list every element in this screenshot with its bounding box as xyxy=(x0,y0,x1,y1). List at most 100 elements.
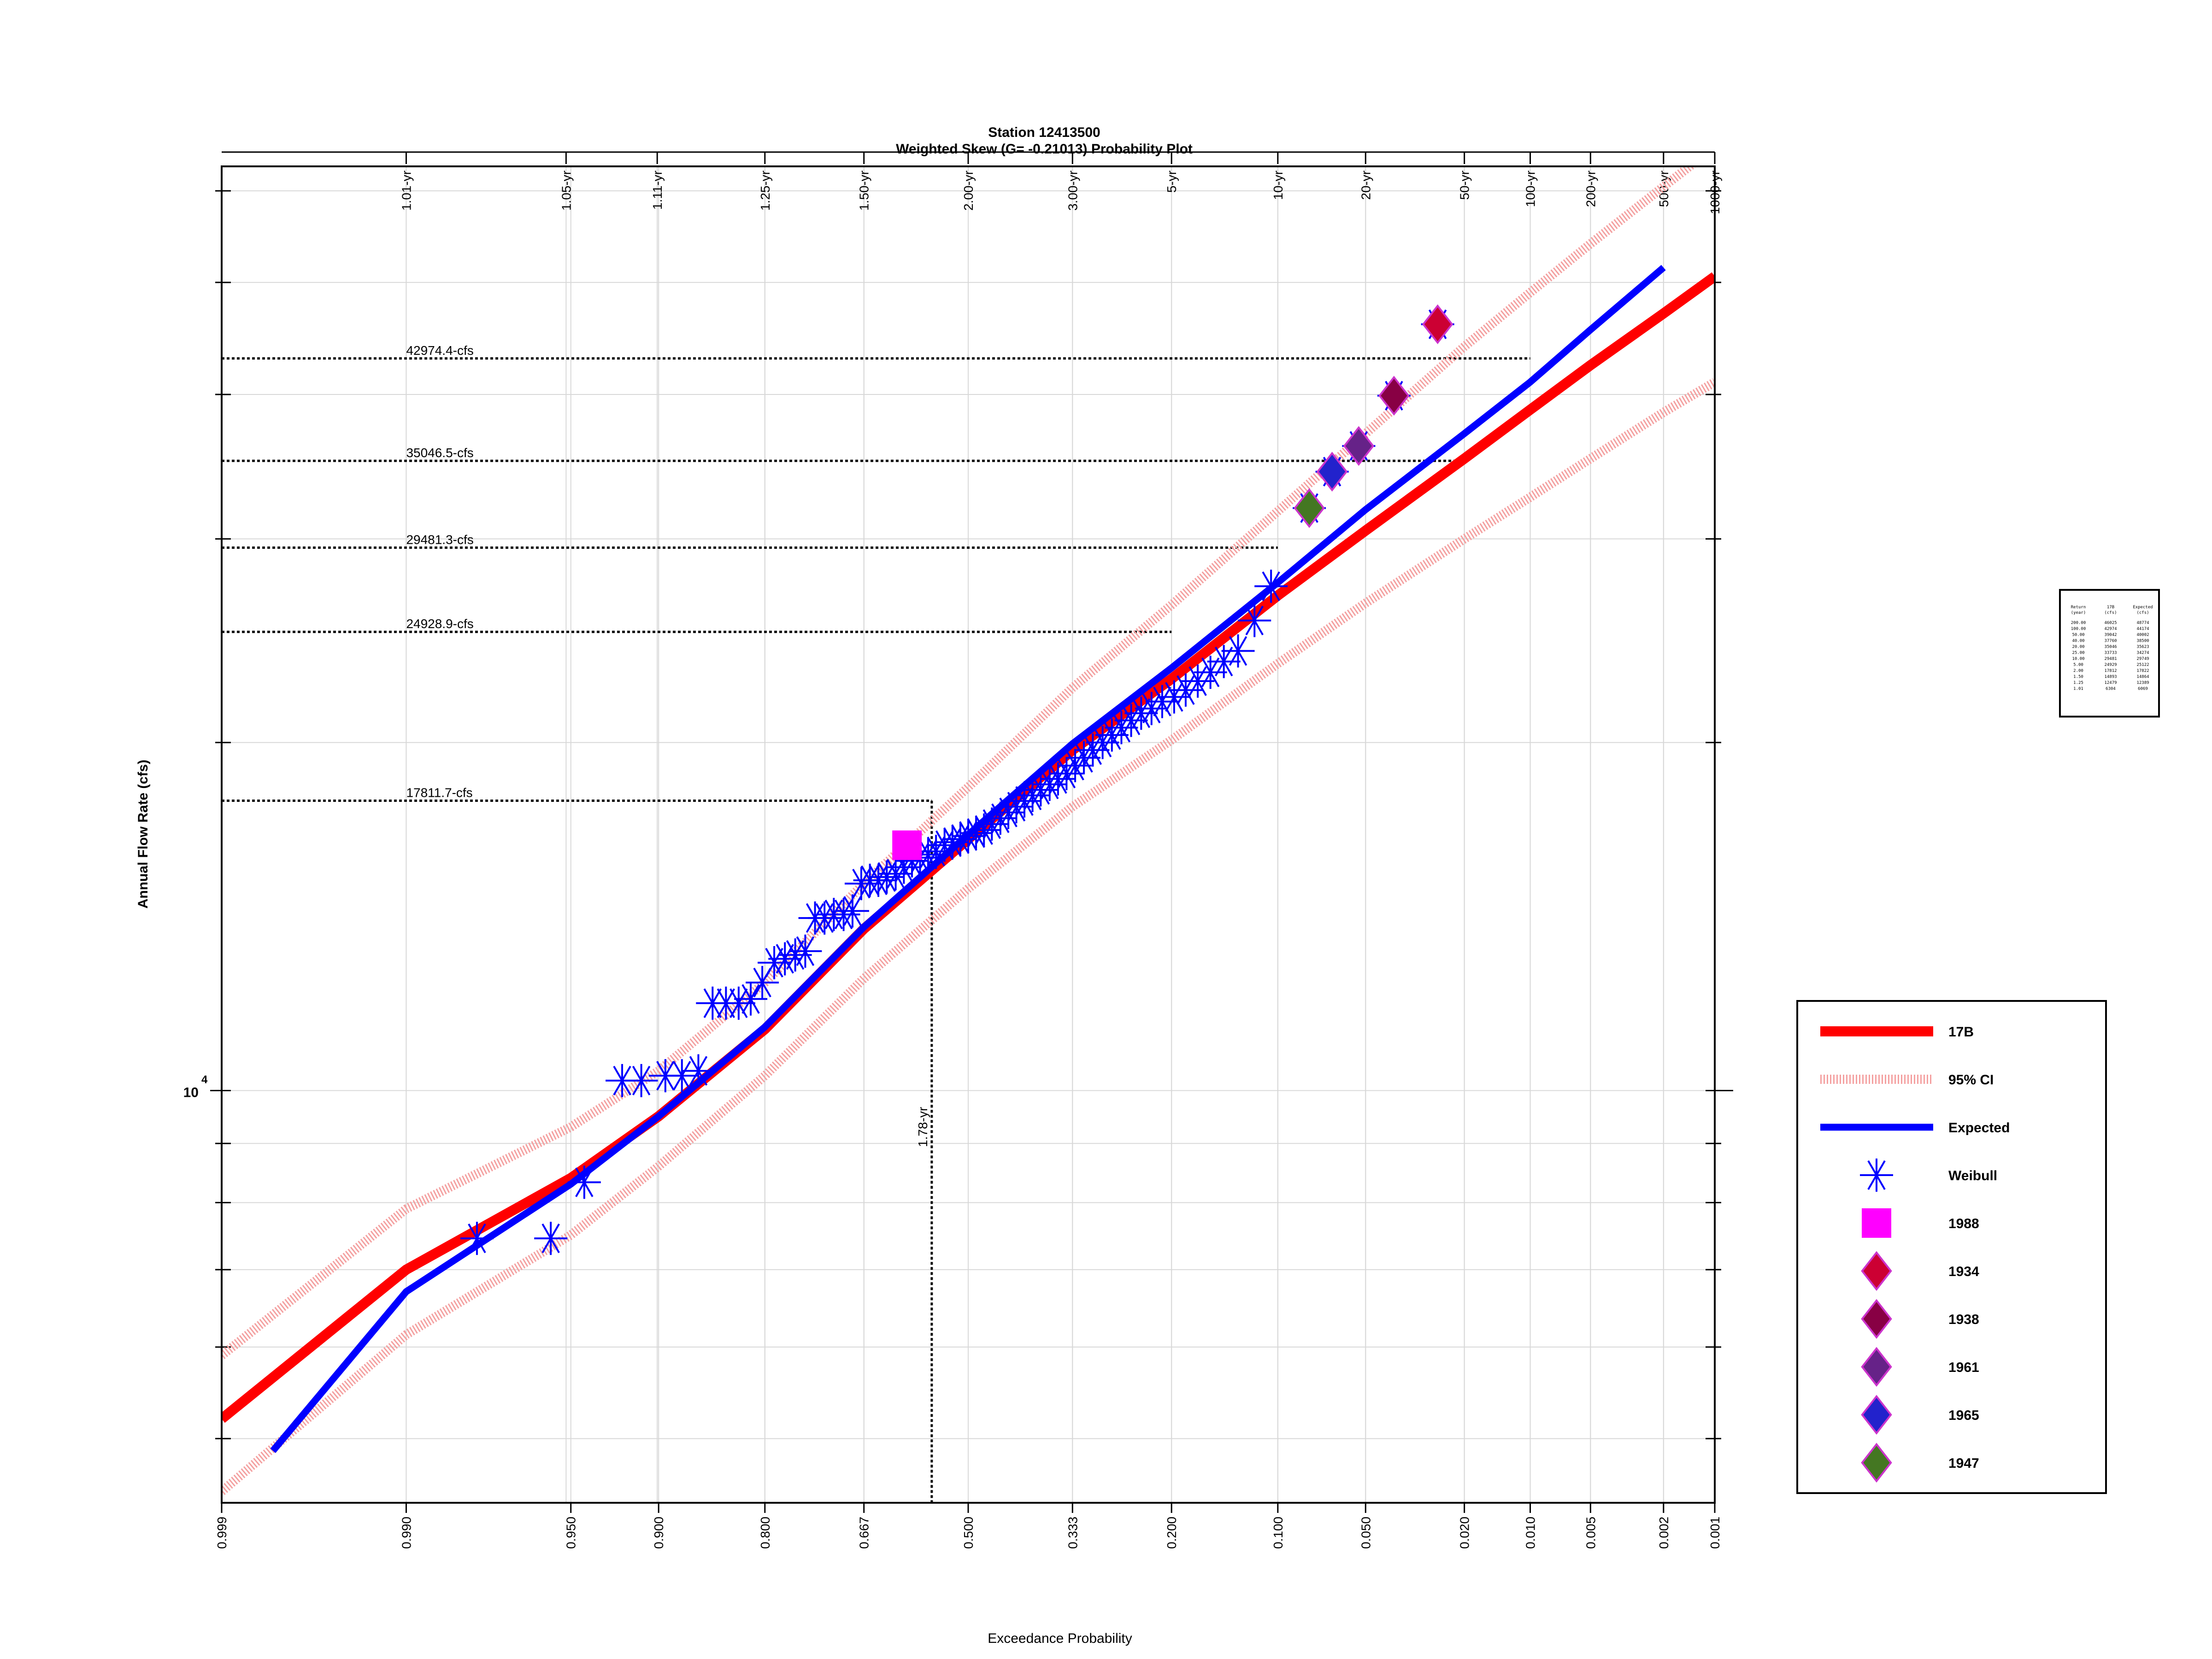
axis-ticks: 0.999 0.990 0.950 0.900 0.800 0.667 0.500 0.333… xyxy=(183,151,1733,1549)
summary-table-cell: 14864 xyxy=(2136,675,2149,679)
summary-table-cell: 29749 xyxy=(2136,657,2149,661)
top-tick-label: 1.11-yr xyxy=(650,171,665,210)
point-1965 xyxy=(1316,452,1348,492)
summary-table-cell: 6304 xyxy=(2106,687,2116,691)
summary-table-cell: 37760 xyxy=(2104,639,2117,643)
top-tick-label: 1.01-yr xyxy=(399,171,413,211)
legend-swatch xyxy=(1861,1442,1892,1483)
bottom-tick-label: 0.005 xyxy=(1583,1517,1598,1549)
summary-table-header: (year) xyxy=(2071,611,2086,615)
weibull-point xyxy=(665,1059,699,1093)
x-axis-label: Exceedance Probability xyxy=(988,1631,1132,1646)
legend-label: Weibull xyxy=(1948,1168,1997,1183)
summary-table-cell: 10.00 xyxy=(2072,657,2084,661)
point-1938 xyxy=(1378,376,1410,416)
bottom-tick-label: 0.010 xyxy=(1524,1517,1538,1549)
summary-table-cell: 12389 xyxy=(2136,681,2149,685)
bottom-tick-label: 0.990 xyxy=(399,1517,413,1549)
summary-table-cell: 12479 xyxy=(2104,681,2117,685)
bottom-tick-label: 0.900 xyxy=(652,1517,666,1549)
legend-label: 1961 xyxy=(1948,1360,1979,1375)
point-1961 xyxy=(1343,426,1375,466)
legend-label: 95% CI xyxy=(1948,1072,1994,1088)
summary-table-box xyxy=(2059,589,2160,718)
legend-swatch xyxy=(1862,1208,1891,1238)
point-1934 xyxy=(1422,304,1453,344)
weibull-point xyxy=(1067,741,1101,775)
weibull-point xyxy=(1105,711,1138,745)
legend-label: 17B xyxy=(1948,1024,1974,1040)
reference-line-label: 17811.7-cfs xyxy=(406,785,472,800)
summary-table-header: (cfs) xyxy=(2136,611,2149,615)
top-tick-label: 200-yr xyxy=(1583,171,1598,207)
y-tick-label-exponent: 4 xyxy=(201,1073,208,1086)
legend: 17B 95% CI Expected Weibull 1988 1934 1938 1961… xyxy=(1796,1000,2107,1494)
chart-subtitle: Weighted Skew (G= -0.21013) Probability … xyxy=(896,141,1193,157)
legend-box xyxy=(1796,1000,2107,1494)
weibull-point xyxy=(1114,704,1148,737)
weibull-point xyxy=(682,1054,715,1088)
legend-swatch xyxy=(1861,1251,1892,1291)
weibull-point xyxy=(835,894,869,928)
reference-line-label: 29481.3-cfs xyxy=(406,532,473,547)
summary-table-cell: 5.00 xyxy=(2073,663,2083,667)
y-tick-label-base: 10 xyxy=(183,1085,199,1100)
ci-upper-line xyxy=(222,166,1697,1359)
series-line-expected xyxy=(270,265,1666,1453)
legend-label: Expected xyxy=(1948,1120,2010,1135)
bottom-tick-label: 0.800 xyxy=(758,1517,772,1549)
bottom-tick-label: 0.050 xyxy=(1359,1517,1373,1549)
legend-swatch xyxy=(1861,1347,1892,1387)
bottom-tick-label: 0.100 xyxy=(1271,1517,1285,1549)
summary-table-cell: 29481 xyxy=(2104,657,2117,661)
summary-table-cell: 38500 xyxy=(2136,639,2149,643)
weibull-point xyxy=(1254,570,1288,603)
summary-table-cell: 1.25 xyxy=(2073,681,2083,685)
bottom-tick-label: 0.001 xyxy=(1708,1517,1722,1549)
top-tick-label: 1.05-yr xyxy=(559,171,573,211)
weibull-point xyxy=(1086,726,1119,759)
top-tick-label: 3.00-yr xyxy=(1065,171,1080,211)
summary-table-cell: 20.00 xyxy=(2072,645,2084,649)
reference-lines: 42974.4-cfs 35046.5-cfs 29481.3-cfs 24928.9… xyxy=(222,343,1530,1503)
weibull-point xyxy=(1221,634,1255,668)
bottom-tick-label: 0.200 xyxy=(1165,1517,1179,1549)
summary-table-cell: 25122 xyxy=(2136,663,2149,667)
reference-line-label: 42974.4-cfs xyxy=(406,343,473,358)
summary-table-header: Return xyxy=(2071,605,2086,610)
summary-table-cell: 35046 xyxy=(2104,645,2117,649)
summary-table-cell: 1.50 xyxy=(2073,675,2083,679)
weibull-point xyxy=(1059,749,1092,782)
summary-table-cell: 35623 xyxy=(2136,645,2149,649)
summary-table-cell: 40002 xyxy=(2136,633,2149,637)
weibull-point xyxy=(624,1064,658,1097)
bottom-tick-label: 0.950 xyxy=(564,1517,578,1549)
summary-table-cell: 200.00 xyxy=(2071,621,2086,625)
weibull-point xyxy=(1050,757,1083,790)
weibull-point xyxy=(1076,733,1110,767)
top-tick-label: 100-yr xyxy=(1524,171,1538,207)
summary-table-cell: 34274 xyxy=(2136,651,2149,655)
bottom-tick-label: 0.999 xyxy=(215,1517,229,1549)
top-tick-label: 2.00-yr xyxy=(961,171,976,211)
reference-line-label: 35046.5-cfs xyxy=(406,446,473,460)
bottom-tick-label: 0.002 xyxy=(1657,1517,1671,1549)
summary-table-cell: 2.00 xyxy=(2073,669,2083,673)
plot-frame xyxy=(221,165,1716,1504)
top-tick-label: 1.25-yr xyxy=(758,171,772,211)
summary-table-cell: 33733 xyxy=(2104,651,2117,655)
summary-table-header: 17B xyxy=(2107,605,2114,610)
vertical-reference-label: 1.78-yr xyxy=(916,1107,930,1147)
legend-label: 1938 xyxy=(1948,1312,1979,1327)
y-axis-label: Annual Flow Rate (cfs) xyxy=(135,759,151,908)
summary-table-cell: 39042 xyxy=(2104,633,2117,637)
top-tick-label: 50-yr xyxy=(1458,171,1472,200)
legend-swatch xyxy=(1861,1299,1892,1339)
summary-table-cell: 42974 xyxy=(2104,627,2117,631)
chart-title: Station 12413500 xyxy=(988,125,1100,140)
point-1947 xyxy=(1294,488,1325,528)
reference-line-label: 24928.9-cfs xyxy=(406,617,473,631)
summary-table-cell: 6069 xyxy=(2138,687,2148,691)
weibull-point xyxy=(567,1165,601,1199)
summary-table-cell: 17822 xyxy=(2136,669,2149,673)
